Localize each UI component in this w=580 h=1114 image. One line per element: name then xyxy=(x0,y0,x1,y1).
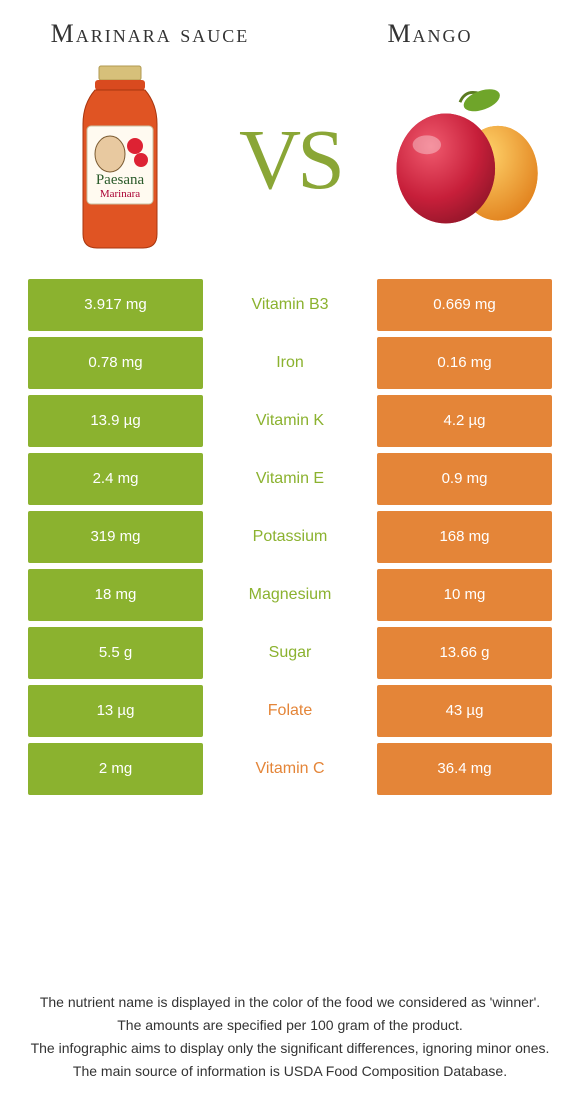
table-row: 2 mgVitamin C36.4 mg xyxy=(28,743,552,795)
left-value-cell: 5.5 g xyxy=(28,627,203,679)
left-value-cell: 13 µg xyxy=(28,685,203,737)
svg-text:Marinara: Marinara xyxy=(100,188,140,200)
right-value-cell: 0.669 mg xyxy=(377,279,552,331)
table-row: 18 mgMagnesium10 mg xyxy=(28,569,552,621)
table-row: 0.78 mgIron0.16 mg xyxy=(28,337,552,389)
right-value-cell: 0.9 mg xyxy=(377,453,552,505)
table-row: 3.917 mgVitamin B30.669 mg xyxy=(28,279,552,331)
table-row: 13 µgFolate43 µg xyxy=(28,685,552,737)
nutrient-label: Vitamin K xyxy=(203,395,377,447)
nutrient-label: Iron xyxy=(203,337,377,389)
left-value-cell: 2.4 mg xyxy=(28,453,203,505)
right-value-cell: 43 µg xyxy=(377,685,552,737)
nutrient-label: Vitamin E xyxy=(203,453,377,505)
left-value-cell: 18 mg xyxy=(28,569,203,621)
footer-line: The nutrient name is displayed in the co… xyxy=(20,992,560,1013)
left-value-cell: 13.9 µg xyxy=(28,395,203,447)
right-value-cell: 4.2 µg xyxy=(377,395,552,447)
footer-line: The infographic aims to display only the… xyxy=(20,1038,560,1059)
table-row: 319 mgPotassium168 mg xyxy=(28,511,552,563)
right-value-cell: 10 mg xyxy=(377,569,552,621)
images-row: Paesana Marinara VS xyxy=(0,59,580,279)
nutrient-label: Folate xyxy=(203,685,377,737)
left-value-cell: 319 mg xyxy=(28,511,203,563)
nutrient-label: Vitamin C xyxy=(203,743,377,795)
left-value-cell: 0.78 mg xyxy=(28,337,203,389)
right-value-cell: 168 mg xyxy=(377,511,552,563)
nutrient-label: Magnesium xyxy=(203,569,377,621)
right-value-cell: 13.66 g xyxy=(377,627,552,679)
nutrient-label: Sugar xyxy=(203,627,377,679)
right-value-cell: 0.16 mg xyxy=(377,337,552,389)
jar-icon: Paesana Marinara xyxy=(65,64,175,254)
left-value-cell: 3.917 mg xyxy=(28,279,203,331)
footer-line: The main source of information is USDA F… xyxy=(20,1061,560,1082)
table-row: 13.9 µgVitamin K4.2 µg xyxy=(28,395,552,447)
nutrient-label: Vitamin B3 xyxy=(203,279,377,331)
footer-line: The amounts are specified per 100 gram o… xyxy=(20,1015,560,1036)
left-food-title: Marinara sauce xyxy=(40,20,260,49)
left-value-cell: 2 mg xyxy=(28,743,203,795)
right-value-cell: 36.4 mg xyxy=(377,743,552,795)
footer-notes: The nutrient name is displayed in the co… xyxy=(0,992,580,1084)
svg-text:Paesana: Paesana xyxy=(96,172,145,188)
right-food-image xyxy=(370,59,550,259)
mango-icon xyxy=(370,79,550,239)
nutrient-label: Potassium xyxy=(203,511,377,563)
left-food-image: Paesana Marinara xyxy=(30,59,210,259)
table-row: 2.4 mgVitamin E0.9 mg xyxy=(28,453,552,505)
right-food-title: Mango xyxy=(320,20,540,49)
header: Marinara sauce Mango xyxy=(0,0,580,59)
table-row: 5.5 gSugar13.66 g xyxy=(28,627,552,679)
vs-label: VS xyxy=(239,109,341,209)
nutrient-table: 3.917 mgVitamin B30.669 mg 0.78 mgIron0.1… xyxy=(0,279,580,795)
